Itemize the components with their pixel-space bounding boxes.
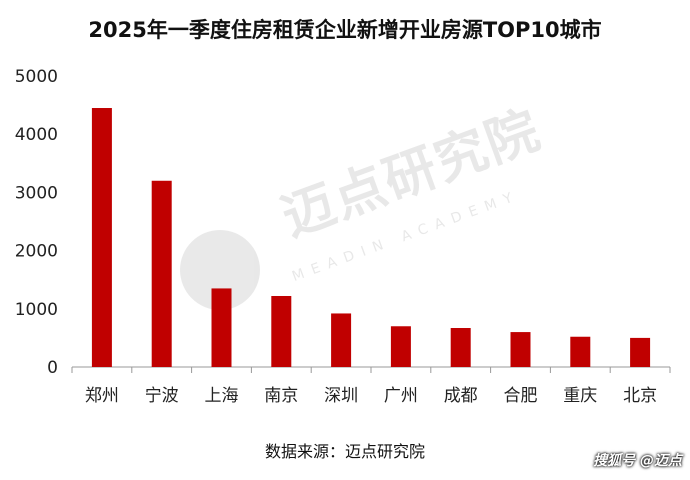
bar-北京	[630, 337, 651, 367]
x-tick-label: 成都	[444, 386, 478, 406]
y-tick-label: 3000	[15, 183, 58, 203]
footer-watermark: 搜狐号 @迈点	[593, 453, 682, 469]
source-note: 数据来源：迈点研究院	[264, 442, 425, 461]
x-tick-label: 合肥	[504, 386, 538, 406]
bar-上海	[211, 288, 232, 367]
chart-title: 2025年一季度住房租赁企业新增开业房源TOP10城市	[88, 18, 602, 42]
x-tick-label: 郑州	[85, 386, 119, 406]
x-tick-label: 宁波	[145, 386, 179, 406]
y-tick-label: 2000	[15, 242, 58, 262]
x-tick-label: 北京	[623, 386, 657, 406]
x-tick-label: 广州	[384, 386, 418, 406]
bar-深圳	[331, 313, 352, 367]
x-tick-label: 南京	[264, 386, 298, 406]
bar-合肥	[510, 332, 531, 367]
bar-郑州	[91, 108, 112, 367]
x-tick-label: 重庆	[563, 386, 597, 406]
bar-宁波	[151, 180, 172, 367]
y-tick-label: 0	[47, 358, 58, 378]
x-tick-label: 深圳	[324, 386, 358, 406]
y-tick-label: 1000	[15, 300, 58, 320]
y-tick-label: 4000	[15, 125, 58, 145]
bar-南京	[271, 295, 292, 367]
y-tick-label: 5000	[15, 67, 58, 87]
bar-重庆	[570, 336, 591, 367]
bar-广州	[390, 326, 411, 367]
x-tick-label: 上海	[205, 386, 239, 406]
bar-成都	[450, 328, 471, 367]
